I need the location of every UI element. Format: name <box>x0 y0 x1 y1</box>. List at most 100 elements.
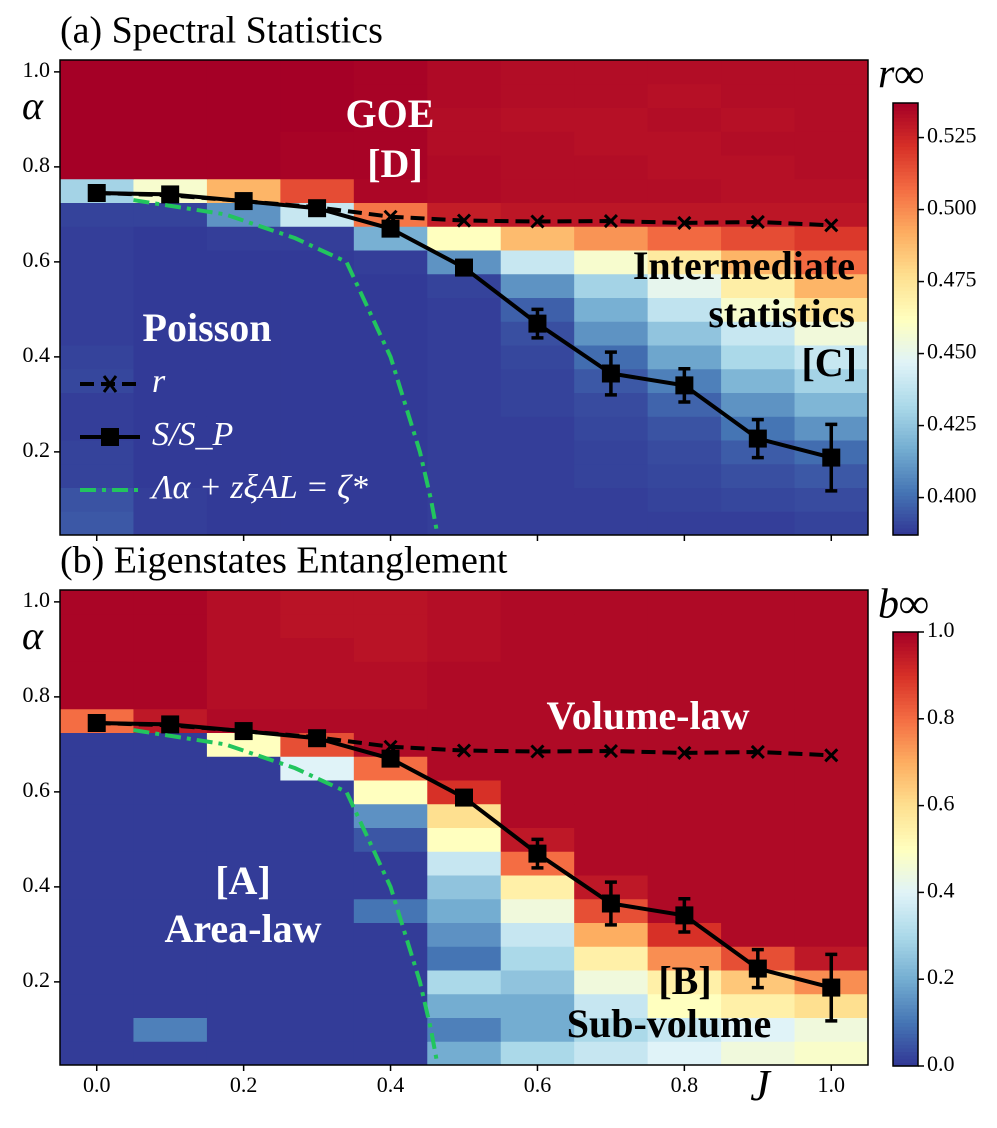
colorbar-step <box>893 1008 918 1013</box>
heatmap-cell <box>280 1041 355 1066</box>
heatmap-cell <box>353 803 428 828</box>
colorbar-step <box>893 668 918 673</box>
heatmap-cell <box>427 416 502 441</box>
colorbar-step <box>893 971 918 977</box>
heatmap-cell <box>353 685 428 710</box>
colorbar-step <box>893 473 918 478</box>
heatmap-cell <box>721 345 796 370</box>
colorbar-step <box>893 718 918 724</box>
heatmap-cell <box>647 875 722 900</box>
colorbar-step <box>893 153 918 158</box>
colorbar-step <box>893 373 918 378</box>
heatmap-cell <box>133 297 208 322</box>
colorbar-step <box>893 362 918 367</box>
heatmap-cell <box>280 803 355 828</box>
heatmap-cell <box>60 463 134 488</box>
colorbar-step <box>893 1055 918 1060</box>
colorbar-step <box>893 499 918 504</box>
heatmap-cell <box>721 827 796 852</box>
heatmap-cell <box>500 440 575 465</box>
heatmap-cell <box>133 1041 208 1066</box>
heatmap-cell <box>60 875 134 900</box>
heatmap-cell <box>206 946 281 971</box>
heatmap-cell <box>647 1041 722 1066</box>
colorbar-step <box>893 733 918 738</box>
colorbar-step <box>893 675 918 680</box>
heatmap-cell <box>794 60 869 85</box>
heatmap-cell <box>133 345 208 370</box>
x-marker <box>456 743 472 758</box>
heatmap-cell <box>427 590 502 615</box>
heatmap-cell <box>280 416 355 441</box>
heatmap-cell <box>133 1017 208 1042</box>
colorbar-step <box>893 218 918 223</box>
colorbar-step <box>893 423 918 428</box>
heatmap-cell <box>353 273 428 298</box>
heatmap-cell <box>427 685 502 710</box>
colorbar-step <box>893 481 918 486</box>
heatmap-cell <box>647 661 722 686</box>
heatmap-cell <box>427 345 502 370</box>
colorbar-step <box>893 646 918 651</box>
heatmap-cell <box>500 226 575 251</box>
heatmap-cell <box>60 732 134 757</box>
colorbar-step <box>893 986 918 991</box>
heatmap-cell <box>721 155 796 180</box>
square-marker <box>822 978 841 997</box>
heatmap-cell <box>60 368 134 393</box>
heatmap-cell <box>427 226 502 251</box>
heatmap-cell <box>574 416 649 441</box>
heatmap-cell <box>206 107 281 132</box>
square-marker <box>234 722 253 741</box>
colorbar-tick-label: 0.6 <box>927 791 955 816</box>
series-line <box>133 198 440 536</box>
square-marker <box>675 906 694 925</box>
heatmap-cell <box>647 131 722 156</box>
colorbar-tick-label: 0.525 <box>927 123 977 148</box>
annotation: [B] <box>658 958 711 1003</box>
heatmap-cell <box>647 708 722 733</box>
heatmap-cell <box>721 250 796 275</box>
x-tick-label: 0.8 <box>671 1072 699 1097</box>
heatmap-cell <box>353 708 428 733</box>
heatmap-cell <box>721 922 796 947</box>
colorbar-step <box>893 827 918 832</box>
colorbar-step <box>893 308 918 313</box>
colorbar-step <box>893 185 918 190</box>
colorbar-step <box>893 329 918 334</box>
colorbar-step <box>893 488 918 493</box>
heatmap-cell <box>794 780 869 805</box>
heatmap-cell <box>133 511 208 536</box>
colorbar-tick-label: 0.450 <box>927 339 977 364</box>
colorbar-step <box>893 707 918 713</box>
heatmap-cell <box>60 392 134 417</box>
heatmap-cell <box>280 511 355 536</box>
heatmap-cell <box>574 946 649 971</box>
heatmap-cell <box>721 487 796 512</box>
heatmap-cell <box>721 708 796 733</box>
heatmap-cell <box>427 131 502 156</box>
heatmap-cell <box>133 898 208 923</box>
x-marker <box>750 744 765 760</box>
legend-label: Λα + zξAL = ζ* <box>149 469 368 506</box>
colorbar-tick-label: 0.4 <box>927 877 955 902</box>
heatmap-cell <box>647 803 722 828</box>
heatmap-cell <box>794 178 869 203</box>
heatmap-cell <box>353 416 428 441</box>
heatmap-cell <box>574 487 649 512</box>
colorbar-step <box>893 635 918 640</box>
colorbar-step <box>893 405 918 410</box>
heatmap-cell <box>353 107 428 132</box>
colorbar-step <box>893 881 918 886</box>
colorbar-step <box>893 820 918 825</box>
heatmap-cell <box>721 1041 796 1066</box>
heatmap-cell <box>280 922 355 947</box>
heatmap-cell <box>60 922 134 947</box>
colorbar-step <box>893 167 918 172</box>
colorbar-step <box>893 867 918 872</box>
heatmap-cell <box>427 107 502 132</box>
heatmap-cell <box>500 803 575 828</box>
heatmap-cell <box>427 756 502 781</box>
colorbar <box>893 632 918 1067</box>
colorbar-step <box>893 953 918 959</box>
